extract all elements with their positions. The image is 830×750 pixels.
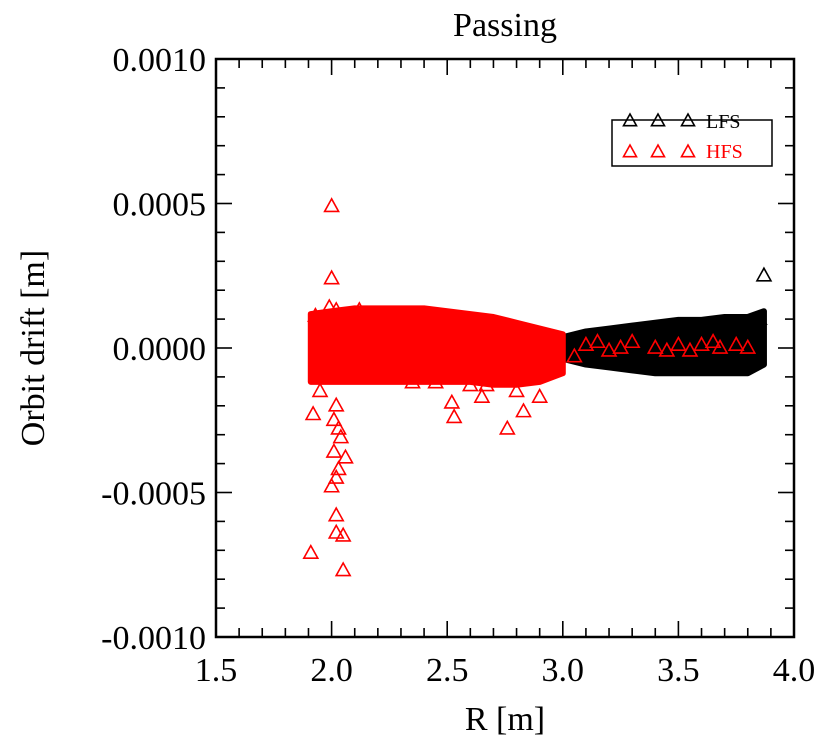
point-hfs-20 — [473, 387, 491, 403]
series-bands — [307, 305, 767, 388]
legend-entries — [622, 112, 696, 158]
point-hfs-39 — [693, 335, 710, 351]
point-hfs-11 — [327, 468, 345, 484]
point-hfs-44 — [589, 333, 606, 349]
point-hfs-4 — [334, 526, 352, 542]
point-hfs-24 — [531, 387, 549, 403]
point-hfs-2 — [302, 543, 320, 560]
y-tick-labels: -0.0010 -0.0005 0.0000 0.0005 0.0010 — [101, 42, 206, 657]
x-tick-label-2: 2.5 — [426, 652, 469, 689]
point-hfs-30 — [327, 301, 345, 317]
legend-marker-hfs-2 — [680, 143, 696, 158]
point-hfs-22 — [498, 419, 516, 435]
point-hfs-23 — [515, 402, 532, 418]
x-axis-label: R [m] — [465, 701, 545, 738]
y-tick-label-2: 0.0000 — [113, 331, 207, 368]
x-tick-label-1: 2.0 — [310, 652, 353, 689]
point-hfs-16 — [311, 382, 329, 398]
point-hfs-10 — [325, 442, 343, 458]
point-hfs-41 — [727, 335, 745, 351]
point-hfs-36 — [646, 338, 664, 354]
point-hfs-31 — [350, 301, 368, 317]
legend-label-hfs: HFS — [706, 141, 743, 163]
y-tick-label-0: -0.0010 — [101, 620, 206, 657]
point-hfs-34 — [600, 341, 618, 357]
y-tick-label-3: 0.0005 — [113, 187, 207, 224]
legend-marker-lfs-2 — [680, 112, 696, 127]
legend-marker-lfs-0 — [622, 112, 638, 127]
point-hfs-42 — [739, 338, 757, 354]
chart-title: Passing — [453, 7, 557, 44]
point-hfs-35 — [623, 333, 641, 349]
point-hfs-6 — [327, 506, 345, 522]
point-hfs-29 — [320, 298, 338, 314]
point-hfs-43 — [566, 347, 583, 363]
point-hfs-38 — [681, 341, 699, 357]
y-tick-label-4: 0.0010 — [113, 42, 207, 79]
point-hfs-28 — [508, 382, 525, 398]
x-tick-label-0: 1.5 — [195, 652, 238, 689]
point-hfs-9 — [337, 448, 354, 464]
point-hfs-13 — [330, 419, 347, 435]
legend-marker-lfs-1 — [650, 112, 666, 127]
legend-label-lfs: LFS — [706, 111, 740, 133]
point-hfs-46 — [658, 341, 676, 357]
point-hfs-18 — [443, 393, 461, 409]
point-hfs-1 — [323, 269, 340, 285]
legend-box — [611, 119, 773, 167]
point-hfs-47 — [704, 333, 722, 349]
x-tick-labels: 1.5 2.0 2.5 3.0 3.5 4.0 — [195, 652, 816, 689]
point-hfs-5 — [327, 523, 345, 539]
point-hfs-8 — [330, 460, 347, 476]
legend-marker-hfs-0 — [622, 143, 638, 158]
point-hfs-37 — [670, 335, 687, 351]
x-tick-label-3: 3.0 — [542, 652, 585, 689]
point-hfs-7 — [323, 477, 340, 493]
point-hfs-0 — [323, 197, 340, 213]
point-hfs-14 — [325, 411, 343, 427]
point-hfs-21 — [478, 376, 495, 392]
point-lfs-1 — [750, 309, 768, 325]
band-lfs — [559, 308, 767, 377]
series-points — [302, 197, 773, 577]
x-tick-label-5: 4.0 — [773, 652, 816, 689]
point-lfs-0 — [755, 266, 773, 282]
point-hfs-45 — [612, 338, 629, 354]
point-hfs-25 — [404, 373, 421, 389]
y-axis-label: Orbit drift [m] — [15, 250, 52, 446]
legend: LFS HFS — [611, 111, 773, 167]
x-tick-label-4: 3.5 — [657, 652, 700, 689]
point-hfs-32 — [307, 307, 324, 323]
y-tick-label-1: -0.0005 — [101, 476, 206, 513]
legend-marker-hfs-1 — [650, 143, 666, 158]
point-hfs-12 — [332, 428, 350, 444]
point-hfs-3 — [334, 561, 352, 577]
point-hfs-27 — [461, 376, 479, 392]
axis-ticks — [215, 58, 795, 638]
point-hfs-19 — [445, 408, 463, 424]
band-hfs — [307, 305, 566, 388]
point-hfs-26 — [427, 373, 444, 389]
point-hfs-17 — [327, 396, 345, 412]
point-hfs-33 — [577, 335, 595, 351]
point-hfs-15 — [304, 405, 322, 421]
